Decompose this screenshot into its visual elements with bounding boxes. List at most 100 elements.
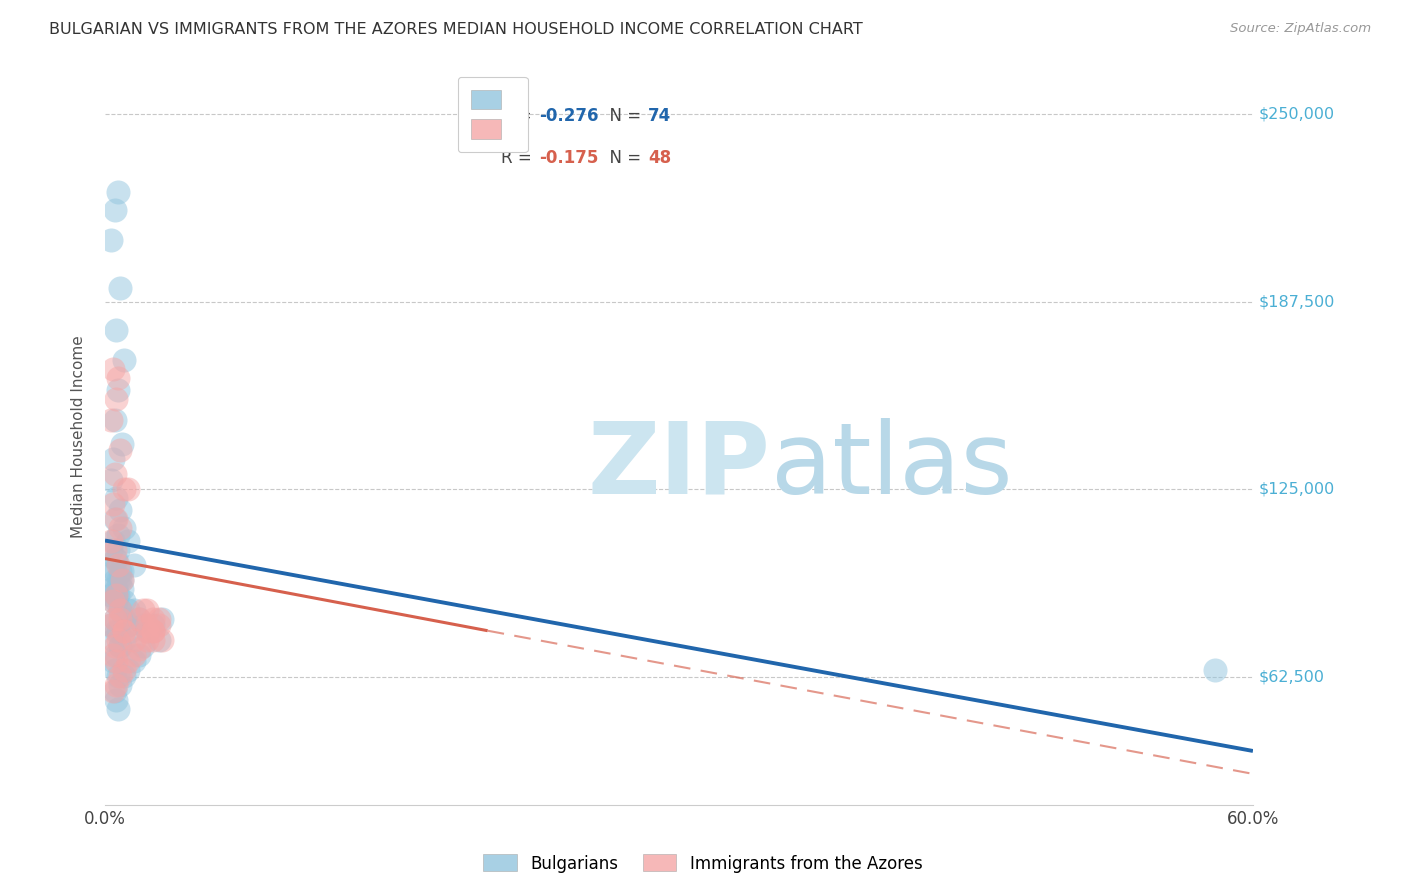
Point xyxy=(103,612,125,626)
Text: BULGARIAN VS IMMIGRANTS FROM THE AZORES MEDIAN HOUSEHOLD INCOME CORRELATION CHAR: BULGARIAN VS IMMIGRANTS FROM THE AZORES … xyxy=(49,22,863,37)
Point xyxy=(105,551,128,566)
Point xyxy=(105,678,128,692)
Point xyxy=(112,353,135,368)
Point xyxy=(110,602,132,616)
Point xyxy=(112,669,135,683)
Point xyxy=(1204,663,1226,677)
Point xyxy=(107,573,129,587)
Point xyxy=(100,582,122,596)
Point xyxy=(105,588,128,602)
Point xyxy=(132,602,155,616)
Point xyxy=(112,612,135,626)
Point xyxy=(107,542,129,557)
Text: $187,500: $187,500 xyxy=(1258,294,1336,309)
Point xyxy=(101,648,124,662)
Point xyxy=(136,624,159,638)
Point xyxy=(117,663,139,677)
Point xyxy=(122,632,145,647)
Point xyxy=(128,612,150,626)
Point xyxy=(111,573,134,587)
Point xyxy=(118,624,141,638)
Point xyxy=(150,612,173,626)
Point xyxy=(107,527,129,541)
Point xyxy=(103,413,125,427)
Point xyxy=(110,281,132,295)
Point xyxy=(117,483,139,497)
Point xyxy=(110,669,132,683)
Point xyxy=(105,582,128,596)
Point xyxy=(112,624,135,638)
Point xyxy=(142,632,165,647)
Point xyxy=(100,533,122,548)
Point xyxy=(107,669,129,683)
Point xyxy=(136,602,159,616)
Point xyxy=(101,564,124,578)
Point xyxy=(103,612,125,626)
Text: R =: R = xyxy=(501,107,537,126)
Point xyxy=(100,542,122,557)
Point xyxy=(107,624,129,638)
Point xyxy=(100,617,122,632)
Point xyxy=(105,624,128,638)
Point xyxy=(101,362,124,376)
Text: $62,500: $62,500 xyxy=(1258,670,1324,685)
Point xyxy=(110,612,132,626)
Point xyxy=(122,654,145,668)
Point xyxy=(101,632,124,647)
Point xyxy=(103,551,125,566)
Point xyxy=(103,573,125,587)
Point xyxy=(105,392,128,407)
Point xyxy=(112,624,135,638)
Point xyxy=(122,648,145,662)
Point xyxy=(117,654,139,668)
Text: 74: 74 xyxy=(648,107,671,126)
Text: 48: 48 xyxy=(648,149,671,168)
Text: Source: ZipAtlas.com: Source: ZipAtlas.com xyxy=(1230,22,1371,36)
Point xyxy=(103,542,125,557)
Point xyxy=(107,371,129,385)
Text: -0.175: -0.175 xyxy=(538,149,599,168)
Point xyxy=(110,521,132,535)
Text: N =: N = xyxy=(599,107,645,126)
Point xyxy=(112,632,135,647)
Text: $125,000: $125,000 xyxy=(1258,482,1334,497)
Point xyxy=(105,654,128,668)
Point xyxy=(101,654,124,668)
Point xyxy=(105,693,128,707)
Point xyxy=(128,612,150,626)
Point xyxy=(101,593,124,607)
Point xyxy=(101,452,124,467)
Point xyxy=(107,632,129,647)
Point xyxy=(136,624,159,638)
Point xyxy=(117,602,139,616)
Point xyxy=(142,624,165,638)
Point xyxy=(107,185,129,199)
Point xyxy=(101,533,124,548)
Point xyxy=(132,617,155,632)
Point xyxy=(142,617,165,632)
Text: $250,000: $250,000 xyxy=(1258,106,1334,121)
Point xyxy=(110,503,132,517)
Point xyxy=(103,202,125,217)
Point xyxy=(105,588,128,602)
Point xyxy=(105,512,128,526)
Point xyxy=(148,617,170,632)
Point xyxy=(122,558,145,572)
Point xyxy=(103,467,125,482)
Point xyxy=(105,593,128,607)
Point xyxy=(103,683,125,698)
Point xyxy=(107,588,129,602)
Text: N =: N = xyxy=(599,149,645,168)
Point xyxy=(117,533,139,548)
Point xyxy=(110,639,132,653)
Point xyxy=(110,639,132,653)
Legend: Bulgarians, Immigrants from the Azores: Bulgarians, Immigrants from the Azores xyxy=(477,847,929,880)
Point xyxy=(142,612,165,626)
Point xyxy=(100,588,122,602)
Point xyxy=(128,648,150,662)
Point xyxy=(112,663,135,677)
Point xyxy=(105,491,128,506)
Text: -0.276: -0.276 xyxy=(538,107,599,126)
Point xyxy=(107,558,129,572)
Point xyxy=(100,474,122,488)
